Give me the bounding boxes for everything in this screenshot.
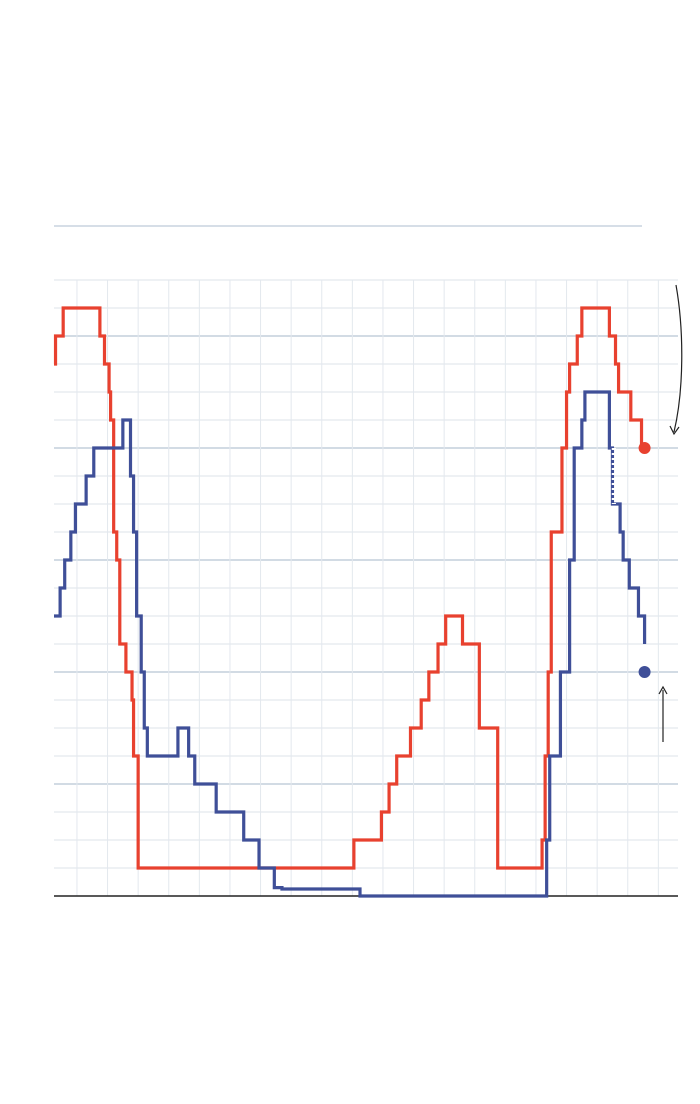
- straight-arrow-head: [658, 685, 668, 695]
- series-layer: [53, 306, 651, 898]
- series-line-1: [54, 390, 647, 898]
- series-line-0: [53, 306, 645, 870]
- vertical-gridlines: [76, 280, 659, 896]
- annotation-layer: [658, 284, 683, 742]
- horizontal-gridlines: [54, 279, 678, 869]
- end-marker-1: [638, 666, 651, 678]
- end-marker-0: [638, 442, 651, 454]
- curved-arrow: [673, 284, 683, 433]
- curved-arrow-head: [669, 425, 680, 436]
